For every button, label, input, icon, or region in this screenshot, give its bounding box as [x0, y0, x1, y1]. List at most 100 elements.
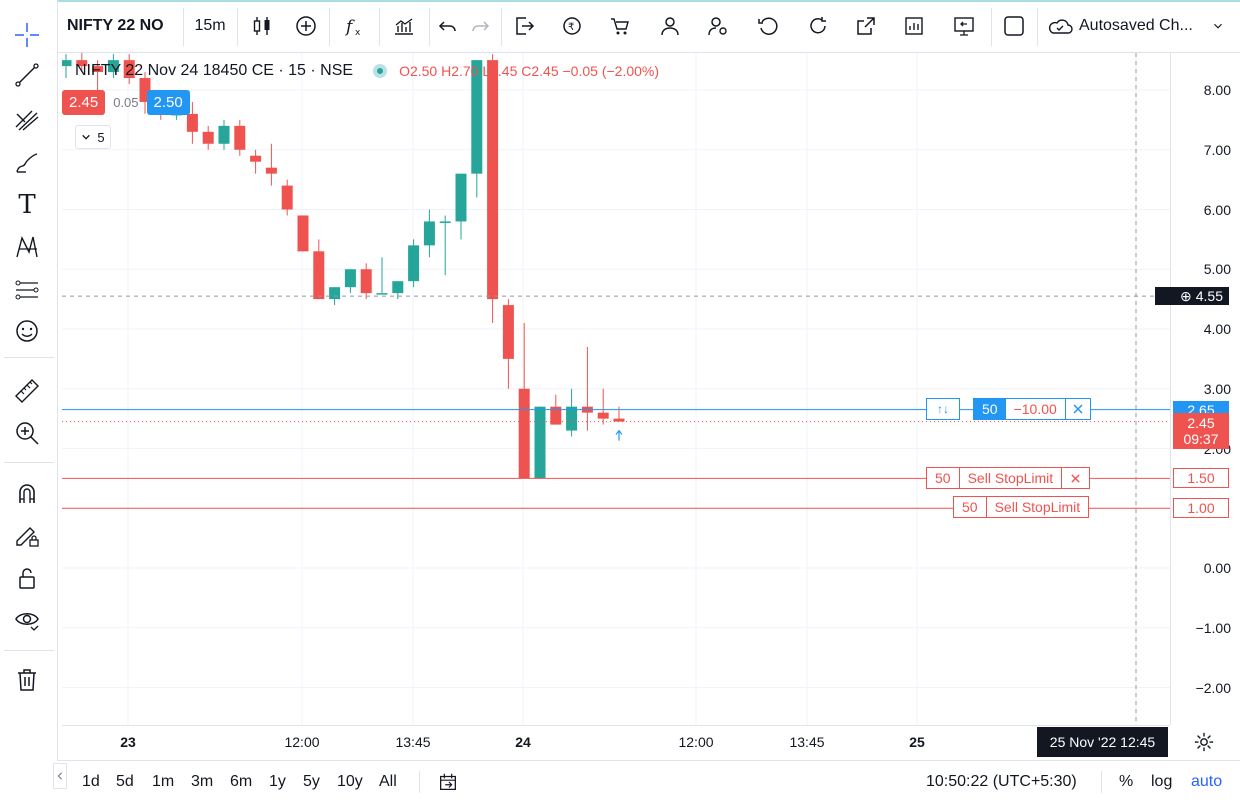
candle-body — [471, 60, 483, 174]
ruler-tool[interactable] — [6, 374, 48, 408]
legend-title[interactable]: NIFTY 22 Nov 24 18450 CE · 15 · NSE — [75, 62, 354, 79]
templates-icon — [395, 18, 413, 35]
replay-button[interactable]: ₹ — [557, 4, 587, 48]
pattern-tool[interactable] — [6, 230, 48, 264]
price-scale[interactable]: 8.007.006.005.004.003.002.000.00−1.00−2.… — [1155, 53, 1240, 725]
log-toggle[interactable]: log — [1151, 773, 1173, 790]
candle-body — [344, 269, 356, 288]
prediction-tool[interactable] — [6, 273, 48, 307]
trend-line-tool[interactable] — [6, 58, 48, 92]
lock-drawing-tool[interactable] — [6, 518, 48, 552]
tool-divider — [4, 650, 54, 651]
magnet-tool[interactable] — [6, 476, 48, 510]
candle-body — [534, 406, 546, 479]
header-divider — [429, 8, 430, 46]
buy-sell-panel: 2.45 0.05 2.50 — [62, 90, 190, 115]
alert-button[interactable] — [605, 4, 635, 48]
add-level-icon[interactable]: ⊕ — [1180, 287, 1192, 304]
market-status-icon[interactable] — [373, 64, 388, 78]
symbol-search-button[interactable]: NIFTY 22 NO — [67, 4, 177, 48]
time-tick: 12:00 — [678, 734, 714, 750]
range-10y[interactable]: 10y — [337, 773, 363, 790]
percent-toggle[interactable]: % — [1119, 773, 1134, 790]
range-1y[interactable]: 1y — [269, 773, 286, 790]
fullscreen-button[interactable] — [999, 4, 1029, 48]
text-tool[interactable]: T — [6, 188, 48, 222]
price-tick: 6.00 — [1203, 201, 1231, 218]
range-5d[interactable]: 5d — [116, 773, 134, 790]
remove-drawings-tool[interactable] — [6, 663, 48, 697]
toggle-panel-button[interactable] — [53, 763, 67, 789]
export-button[interactable] — [509, 4, 539, 48]
header-divider — [329, 8, 330, 46]
buy-button[interactable]: 2.50 — [146, 90, 190, 115]
reverse-position-button[interactable]: ↑↓ — [926, 398, 960, 420]
candle-body — [76, 60, 88, 67]
refresh-button[interactable] — [803, 4, 833, 48]
range-6m[interactable]: 6m — [230, 773, 253, 790]
calendar-icon — [905, 17, 923, 35]
time-axis[interactable]: 23 12:00 13:45 24 12:00 13:45 25 — [62, 725, 1170, 761]
auto-toggle[interactable]: auto — [1191, 773, 1223, 790]
emoji-tool[interactable] — [6, 314, 48, 348]
open-external-button[interactable] — [851, 4, 881, 48]
order-price-label: 1.00 — [1173, 498, 1229, 519]
cancel-order-button[interactable] — [1062, 468, 1089, 488]
layout-save-button[interactable]: Autosaved Ch... — [1045, 4, 1235, 48]
candle-body — [107, 60, 119, 73]
interval-button[interactable]: 15m — [189, 4, 231, 48]
position-label[interactable]: 50 −10.00 — [973, 398, 1091, 420]
clock-label[interactable]: 10:50:22 (UTC+5:30) — [926, 773, 1077, 790]
lock-all-tool[interactable] — [6, 561, 48, 595]
reset-icon — [758, 17, 778, 35]
range-3m[interactable]: 3m — [191, 773, 214, 790]
brush-tool[interactable] — [6, 146, 48, 180]
candle-body — [423, 221, 435, 246]
price-chart[interactable] — [62, 53, 1170, 725]
candle-body — [392, 281, 404, 294]
tool-divider — [4, 357, 54, 358]
quantity-selector[interactable]: 5 — [75, 125, 111, 149]
position-pnl: −10.00 — [1006, 399, 1066, 419]
range-5y[interactable]: 5y — [303, 773, 320, 790]
chart-settings-button[interactable] — [1193, 731, 1217, 755]
account-button[interactable] — [655, 4, 685, 48]
export-icon — [516, 17, 535, 35]
account-settings-button[interactable] — [703, 4, 733, 48]
go-to-date-button[interactable] — [437, 771, 461, 795]
candle-body — [487, 60, 499, 300]
reset-button[interactable] — [753, 4, 783, 48]
order-label[interactable]: 50 Sell StopLimit — [926, 467, 1091, 489]
chart-type-button[interactable] — [245, 4, 279, 48]
sell-button[interactable]: 2.45 — [62, 90, 106, 115]
header-divider — [991, 8, 992, 46]
range-1m[interactable]: 1m — [152, 773, 175, 790]
legend-ohlc: O2.50 H2.70 L2.45 C2.45 −0.05 (−2.00%) — [399, 63, 660, 79]
templates-button[interactable] — [387, 4, 421, 48]
autosave-label: Autosaved Ch... — [1079, 17, 1193, 34]
candle-body — [566, 406, 578, 431]
undo-button[interactable] — [433, 4, 463, 48]
user-icon — [661, 17, 679, 36]
pitchfork-tool[interactable] — [6, 102, 48, 136]
hide-drawings-tool[interactable] — [6, 602, 48, 636]
chart-pane[interactable] — [62, 53, 1170, 725]
trend-line-icon — [15, 63, 39, 87]
screen-button[interactable] — [949, 4, 979, 48]
candle-body — [376, 293, 388, 295]
alert-icon — [611, 18, 629, 35]
close-position-button[interactable] — [1066, 403, 1090, 415]
order-label[interactable]: 50 Sell StopLimit — [953, 496, 1090, 518]
range-1d[interactable]: 1d — [82, 773, 100, 790]
range-all[interactable]: All — [379, 773, 397, 790]
chevron-down-icon — [82, 134, 91, 140]
zoom-tool[interactable] — [6, 416, 48, 450]
redo-button[interactable] — [465, 4, 495, 48]
ruler-icon — [15, 379, 39, 403]
candle-body — [92, 66, 104, 73]
crosshair-tool[interactable] — [6, 18, 48, 52]
data-window-button[interactable] — [899, 4, 929, 48]
candle-body — [455, 173, 467, 222]
compare-button[interactable] — [289, 4, 323, 48]
